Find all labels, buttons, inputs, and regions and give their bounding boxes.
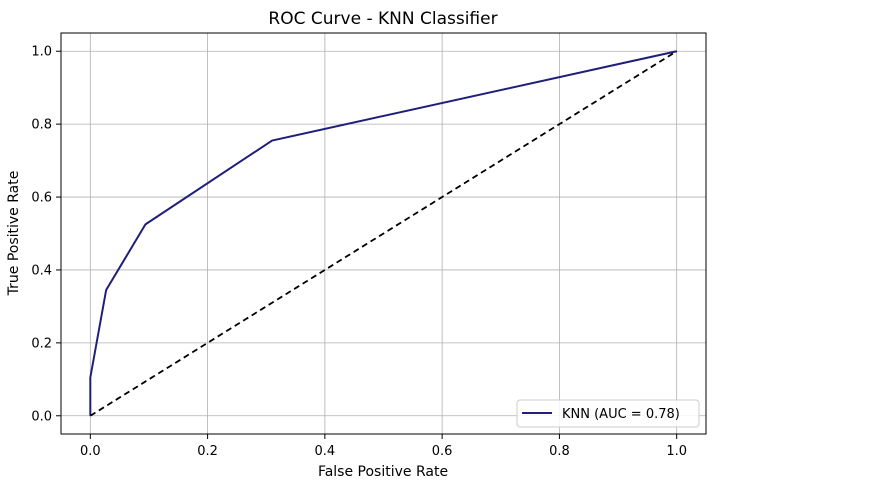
chance-diagonal-line bbox=[89, 50, 678, 417]
series-layer bbox=[89, 50, 678, 417]
y-axis-label: True Positive Rate bbox=[6, 171, 22, 297]
y-tick-label: 0.2 bbox=[31, 336, 52, 351]
legend: KNN (AUC = 0.78) bbox=[516, 399, 700, 428]
x-tick-label: 0.4 bbox=[315, 444, 336, 459]
legend-label-knn: KNN (AUC = 0.78) bbox=[562, 407, 680, 422]
x-tick-label: 1.0 bbox=[666, 444, 687, 459]
ticks: 0.0 0.2 0.4 0.6 0.8 1.0 0.0 0.2 0.4 0.6 0.8 1.0 bbox=[31, 45, 687, 459]
knn-roc-line bbox=[89, 50, 677, 416]
legend-box bbox=[516, 399, 700, 428]
x-tick-label: 0.2 bbox=[197, 444, 218, 459]
plot-frame bbox=[60, 32, 707, 435]
y-tick-label: 1.0 bbox=[31, 45, 52, 60]
y-tick-label: 0.8 bbox=[31, 118, 52, 133]
y-tick-label: 0.6 bbox=[31, 191, 52, 206]
x-tick-label: 0.0 bbox=[80, 444, 101, 459]
x-axis-label: False Positive Rate bbox=[318, 464, 448, 480]
chart-title: ROC Curve - KNN Classifier bbox=[268, 9, 497, 29]
x-tick-label: 0.8 bbox=[549, 444, 570, 459]
grid-lines bbox=[61, 33, 706, 434]
x-tick-label: 0.6 bbox=[432, 444, 453, 459]
y-tick-label: 0.0 bbox=[31, 409, 52, 424]
y-tick-label: 0.4 bbox=[31, 263, 52, 278]
